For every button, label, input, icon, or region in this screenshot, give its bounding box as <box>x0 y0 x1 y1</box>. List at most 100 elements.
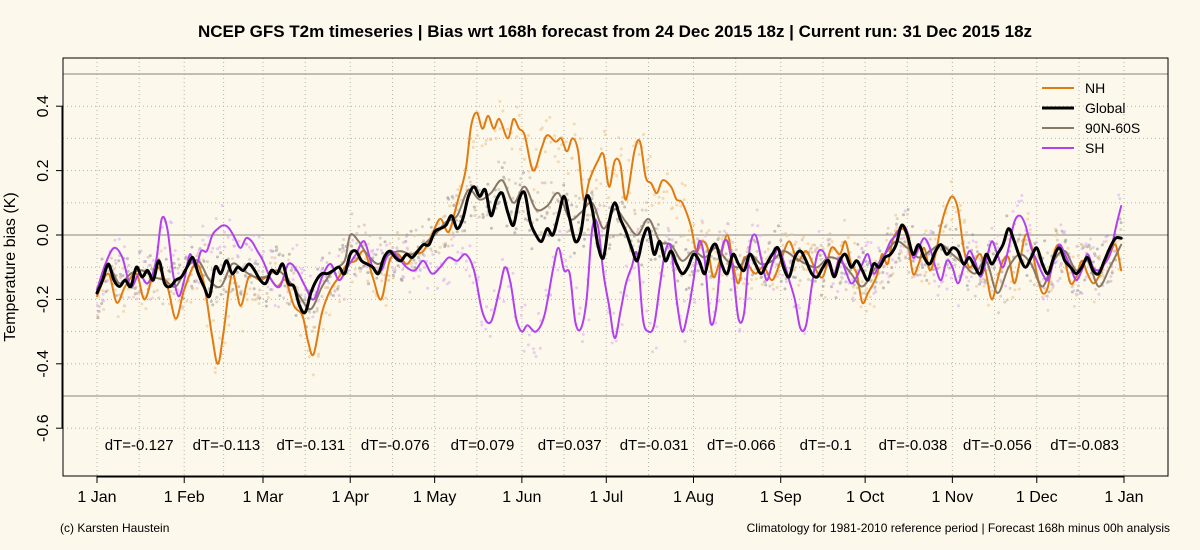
scatter-dot <box>1028 228 1032 232</box>
scatter-dot <box>949 254 953 258</box>
y-tick-label: -0.4 <box>35 350 52 378</box>
scatter-dot <box>302 268 306 272</box>
scatter-dot <box>645 201 649 205</box>
scatter-dot <box>395 246 399 250</box>
scatter-dot <box>341 243 345 247</box>
scatter-dot <box>738 297 742 301</box>
scatter-dot <box>642 133 646 137</box>
scatter-dot <box>687 286 691 290</box>
scatter-dot <box>667 229 671 233</box>
scatter-dot <box>803 332 807 336</box>
scatter-dot <box>885 238 889 242</box>
scatter-dot <box>214 217 218 221</box>
scatter-dot <box>1093 254 1097 258</box>
scatter-dot <box>615 174 619 178</box>
scatter-dot <box>616 220 620 224</box>
x-tick-label: 1 Oct <box>846 489 885 506</box>
scatter-dot <box>464 259 468 263</box>
scatter-dot <box>792 268 796 272</box>
scatter-dot <box>990 226 994 230</box>
scatter-dot <box>1066 246 1070 250</box>
scatter-dot <box>378 236 382 240</box>
scatter-dot <box>1005 298 1009 302</box>
scatter-dot <box>218 245 222 249</box>
scatter-dot <box>371 289 375 293</box>
scatter-dot <box>519 176 523 180</box>
scatter-dot <box>161 302 165 306</box>
scatter-dot <box>941 229 945 233</box>
scatter-dot <box>420 225 424 229</box>
scatter-dot <box>566 172 570 176</box>
scatter-dot <box>486 182 490 186</box>
scatter-dot <box>306 349 310 353</box>
scatter-dot <box>1026 217 1030 221</box>
scatter-dot <box>316 299 320 303</box>
scatter-dot <box>606 310 610 314</box>
scatter-dot <box>794 265 798 269</box>
scatter-dot <box>353 267 357 271</box>
scatter-dot <box>956 304 960 308</box>
scatter-dot <box>731 240 735 244</box>
scatter-dot <box>775 286 779 290</box>
scatter-dot <box>696 237 700 241</box>
scatter-dot <box>438 245 442 249</box>
scatter-dot <box>372 252 376 256</box>
scatter-dot <box>720 273 724 277</box>
scatter-dot <box>599 147 603 151</box>
scatter-dot <box>594 186 598 190</box>
scatter-dot <box>121 266 125 270</box>
scatter-dot <box>543 181 547 185</box>
scatter-dot <box>441 279 445 283</box>
scatter-dot <box>557 238 561 242</box>
scatter-dot <box>202 273 206 277</box>
scatter-dot <box>615 233 619 237</box>
scatter-dot <box>971 239 975 243</box>
scatter-dot <box>645 309 649 313</box>
scatter-dot <box>864 244 868 248</box>
scatter-dot <box>484 327 488 331</box>
scatter-dot <box>245 298 249 302</box>
scatter-dot <box>311 373 315 377</box>
scatter-dot <box>599 182 603 186</box>
scatter-dot <box>366 242 370 246</box>
scatter-dot <box>317 352 321 356</box>
scatter-dot <box>582 244 586 248</box>
scatter-dot <box>190 286 194 290</box>
scatter-dot <box>564 265 568 269</box>
scatter-dot <box>506 127 510 131</box>
scatter-dot <box>357 224 361 228</box>
scatter-dot <box>920 263 924 267</box>
scatter-dot <box>210 250 214 254</box>
scatter-dot <box>218 279 222 283</box>
scatter-dot <box>709 276 713 280</box>
scatter-dot <box>1088 245 1092 249</box>
scatter-dot <box>689 328 693 332</box>
scatter-dot <box>556 160 560 164</box>
scatter-dot <box>350 244 354 248</box>
scatter-dot <box>455 194 459 198</box>
scatter-dot <box>173 249 177 253</box>
scatter-dot <box>564 140 568 144</box>
scatter-dot <box>813 249 817 253</box>
scatter-dot <box>303 298 307 302</box>
scatter-dot <box>340 250 344 254</box>
scatter-dot <box>237 285 241 289</box>
scatter-dot <box>582 231 586 235</box>
scatter-dot <box>653 193 657 197</box>
scatter-dot <box>894 222 898 226</box>
scatter-dot <box>598 203 602 207</box>
scatter-dot <box>560 143 564 147</box>
scatter-dot <box>127 295 131 299</box>
scatter-dot <box>950 218 954 222</box>
scatter-dot <box>278 294 282 298</box>
scatter-dot <box>878 249 882 253</box>
scatter-dot <box>1013 288 1017 292</box>
scatter-dot <box>452 204 456 208</box>
scatter-dot <box>95 303 99 307</box>
scatter-dot <box>632 266 636 270</box>
scatter-dot <box>426 286 430 290</box>
scatter-dot <box>586 228 590 232</box>
scatter-dot <box>624 264 628 268</box>
scatter-dot <box>658 254 662 258</box>
scatter-dot <box>328 313 332 317</box>
